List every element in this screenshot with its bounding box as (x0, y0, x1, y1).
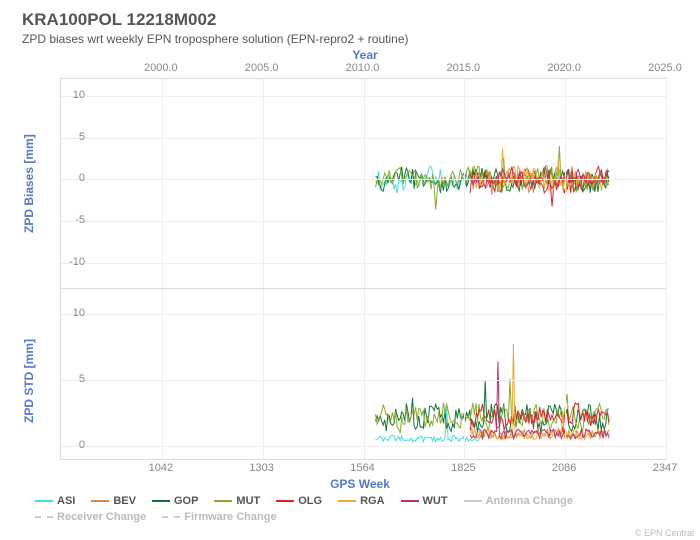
legend: ASI BEV GOP MUT OLG RGA WUT Antenna Change Recei… (35, 495, 675, 523)
plot-area (60, 78, 667, 460)
legend-label: OLG (298, 495, 322, 507)
gpsweek-tick: 2347 (653, 462, 677, 474)
chart-subtitle: ZPD biases wrt weekly EPN troposphere so… (22, 32, 409, 46)
legend-swatch (214, 500, 232, 502)
bottom-axis-label: GPS Week (310, 477, 410, 491)
legend-item-bev[interactable]: BEV (91, 495, 136, 507)
legend-label: WUT (423, 495, 448, 507)
y-axis-label: ZPD STD [mm] (22, 339, 36, 423)
legend-swatch (162, 516, 180, 518)
gpsweek-tick: 1303 (249, 462, 273, 474)
chart-title: KRA100POL 12218M002 (22, 10, 216, 30)
legend-swatch (91, 500, 109, 502)
gpsweek-tick: 2086 (552, 462, 576, 474)
year-tick: 2025.0 (648, 62, 682, 74)
year-tick: 2000.0 (144, 62, 178, 74)
y-tick: 0 (55, 439, 85, 451)
legend-label: Receiver Change (57, 511, 146, 523)
gpsweek-tick: 1825 (451, 462, 475, 474)
legend-label: Antenna Change (486, 495, 573, 507)
top-axis-label: Year (335, 48, 395, 62)
legend-swatch (464, 500, 482, 502)
legend-swatch (152, 500, 170, 502)
y-tick: 10 (55, 307, 85, 319)
legend-label: ASI (57, 495, 75, 507)
legend-label: MUT (236, 495, 260, 507)
y-tick: -5 (55, 214, 85, 226)
legend-label: GOP (174, 495, 198, 507)
y-tick: 5 (55, 373, 85, 385)
legend-item-receiver-change[interactable]: Receiver Change (35, 511, 146, 523)
gpsweek-tick: 1564 (350, 462, 374, 474)
year-tick: 2015.0 (447, 62, 481, 74)
y-tick: 0 (55, 172, 85, 184)
legend-item-mut[interactable]: MUT (214, 495, 260, 507)
legend-swatch (35, 500, 53, 502)
legend-swatch (276, 500, 294, 502)
legend-item-gop[interactable]: GOP (152, 495, 198, 507)
credit: © EPN Central (635, 528, 694, 538)
gpsweek-tick: 1042 (149, 462, 173, 474)
chart-container: KRA100POL 12218M002 ZPD biases wrt weekl… (0, 0, 700, 540)
legend-item-antenna-change[interactable]: Antenna Change (464, 495, 573, 507)
legend-swatch (35, 516, 53, 518)
legend-item-rga[interactable]: RGA (338, 495, 384, 507)
year-tick: 2010.0 (346, 62, 380, 74)
y-tick: 10 (55, 89, 85, 101)
legend-item-firmware-change[interactable]: Firmware Change (162, 511, 276, 523)
year-tick: 2020.0 (547, 62, 581, 74)
legend-item-olg[interactable]: OLG (276, 495, 322, 507)
legend-label: BEV (113, 495, 136, 507)
legend-swatch (401, 500, 419, 502)
y-axis-label: ZPD Biases [mm] (22, 134, 36, 233)
legend-item-wut[interactable]: WUT (401, 495, 448, 507)
legend-label: RGA (360, 495, 384, 507)
year-tick: 2005.0 (245, 62, 279, 74)
legend-swatch (338, 500, 356, 502)
legend-label: Firmware Change (184, 511, 276, 523)
y-tick: -10 (55, 256, 85, 268)
legend-item-asi[interactable]: ASI (35, 495, 75, 507)
y-tick: 5 (55, 131, 85, 143)
